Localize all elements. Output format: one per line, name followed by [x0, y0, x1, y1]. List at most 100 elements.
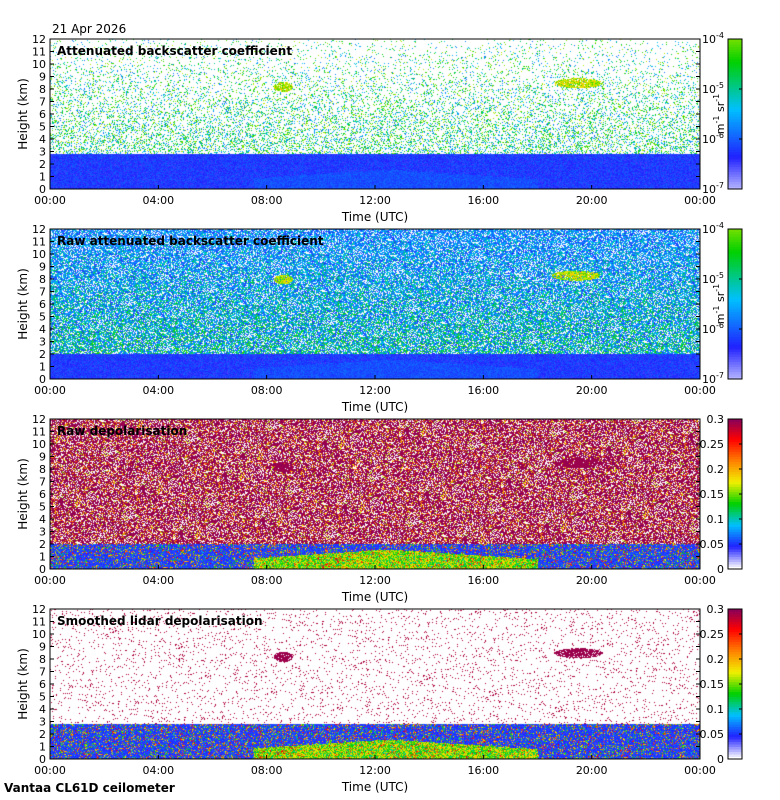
colorbar-tick-label: 0.05	[700, 538, 725, 551]
colorbar-step	[728, 499, 742, 502]
colorbar-step	[728, 284, 742, 287]
colorbar-step	[728, 106, 742, 110]
colorbar-step	[728, 81, 742, 85]
colorbar-label: m-1 sr-1	[712, 284, 727, 324]
colorbar-step	[728, 159, 742, 162]
y-tick-label: 3	[39, 336, 46, 349]
colorbar-step	[728, 624, 742, 627]
colorbar-step	[728, 51, 742, 55]
x-tick-label: 00:00	[34, 384, 66, 397]
colorbar-step	[728, 534, 742, 537]
colorbar-step	[728, 136, 742, 140]
x-tick-label: 16:00	[467, 384, 499, 397]
colorbar-step	[728, 149, 742, 152]
colorbar-tick-label: 0.1	[707, 513, 725, 526]
colorbar-label-exp: -1	[712, 306, 721, 314]
heatmap-canvas	[50, 229, 700, 379]
chart-panel-2: Raw attenuated backscatter coefficient01…	[16, 221, 743, 414]
y-tick-label: 0	[39, 183, 46, 196]
colorbar-step	[728, 76, 742, 80]
x-tick-label: 04:00	[142, 384, 174, 397]
y-tick-label: 4	[39, 513, 46, 526]
colorbar-step	[728, 561, 742, 565]
y-tick-label: 5	[39, 501, 46, 514]
colorbar-step	[728, 451, 742, 455]
y-tick-label: 3	[39, 716, 46, 729]
y-tick-label: 11	[32, 616, 46, 629]
colorbar-step	[728, 306, 742, 310]
colorbar-step	[728, 369, 742, 372]
colorbar-step	[728, 459, 742, 462]
colorbar-step	[728, 661, 742, 665]
colorbar-step	[728, 621, 742, 625]
y-tick-label: 6	[39, 678, 46, 691]
y-tick-label: 12	[32, 33, 46, 46]
colorbar-tick-label: 0	[717, 753, 724, 766]
colorbar-step	[728, 296, 742, 300]
colorbar-step	[728, 134, 742, 137]
y-tick-label: 2	[39, 728, 46, 741]
colorbar-step	[728, 241, 742, 245]
y-tick-label: 8	[39, 653, 46, 666]
colorbar-step	[728, 739, 742, 742]
colorbar-step	[728, 111, 742, 115]
y-tick-label: 9	[39, 451, 46, 464]
x-tick-label: 12:00	[359, 764, 391, 777]
colorbar-step	[728, 509, 742, 512]
heatmap-canvas	[50, 39, 700, 189]
colorbar-step	[728, 489, 742, 492]
y-tick-label: 10	[32, 438, 46, 451]
panel-title: Raw attenuated backscatter coefficient	[57, 234, 324, 248]
y-tick-label: 10	[32, 628, 46, 641]
colorbar-step	[728, 326, 742, 330]
colorbar-step	[728, 716, 742, 720]
colorbar-step	[728, 239, 742, 242]
colorbar-step	[728, 721, 742, 725]
colorbar-step	[728, 39, 742, 42]
x-tick-label: 12:00	[359, 194, 391, 207]
colorbar-step	[728, 64, 742, 67]
y-tick-label: 1	[39, 741, 46, 754]
colorbar-step	[728, 476, 742, 480]
colorbar-step	[728, 169, 742, 172]
heatmap-field	[50, 419, 700, 569]
colorbar-label-unit: m	[714, 314, 727, 325]
x-tick-label: 16:00	[467, 194, 499, 207]
colorbar-step	[728, 279, 742, 282]
colorbar-step	[728, 456, 742, 460]
y-tick-label: 10	[32, 248, 46, 261]
x-tick-label: 04:00	[142, 764, 174, 777]
colorbar-step	[728, 124, 742, 127]
colorbar-tick-label: 0.25	[700, 438, 725, 451]
colorbar-step	[728, 731, 742, 735]
colorbar-step	[728, 484, 742, 487]
y-tick-label: 2	[39, 538, 46, 551]
colorbar-step	[728, 676, 742, 680]
colorbar-step	[728, 614, 742, 617]
x-tick-label: 00:00	[684, 574, 716, 587]
y-tick-label: 0	[39, 753, 46, 766]
colorbar-step	[728, 444, 742, 447]
colorbar-step	[728, 541, 742, 545]
y-axis-label: Height (km)	[16, 268, 30, 339]
y-tick-label: 6	[39, 108, 46, 121]
colorbar-tick-exponent: -6	[716, 131, 724, 140]
colorbar-tick-label: 0.2	[707, 463, 725, 476]
colorbar-step	[728, 724, 742, 727]
colorbar-step	[728, 549, 742, 552]
y-tick-label: 4	[39, 133, 46, 146]
panel-title: Attenuated backscatter coefficient	[57, 44, 292, 58]
colorbar-step	[728, 271, 742, 275]
colorbar-step	[728, 144, 742, 147]
x-tick-label: 20:00	[576, 574, 608, 587]
x-axis-label: Time (UTC)	[341, 780, 408, 794]
colorbar-step	[728, 281, 742, 285]
colorbar-step	[728, 116, 742, 120]
colorbar-step	[728, 161, 742, 165]
colorbar-step	[728, 99, 742, 102]
colorbar-step	[728, 346, 742, 350]
colorbar-step	[728, 91, 742, 95]
x-tick-label: 16:00	[467, 764, 499, 777]
colorbar-step	[728, 674, 742, 677]
colorbar-step	[728, 61, 742, 65]
